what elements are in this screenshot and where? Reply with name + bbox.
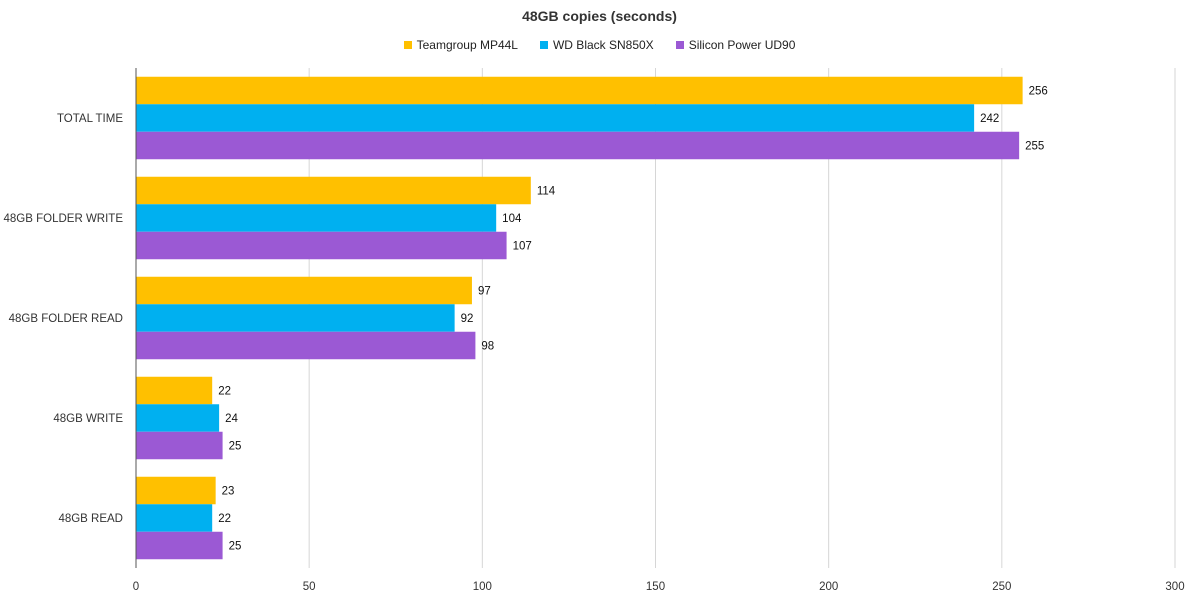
data-label: 107 [513, 241, 532, 253]
x-tick-label: 200 [819, 581, 838, 593]
legend-label: Teamgroup MP44L [416, 38, 518, 52]
data-label: 22 [218, 386, 231, 398]
data-label: 104 [502, 213, 522, 225]
x-tick-label: 300 [1165, 581, 1184, 593]
data-label: 256 [1029, 86, 1048, 98]
x-tick-label: 0 [133, 581, 139, 593]
x-tick-label: 50 [303, 581, 316, 593]
data-label: 114 [537, 186, 556, 198]
data-label: 255 [1025, 141, 1044, 153]
data-label: 92 [461, 313, 474, 325]
bar [136, 404, 220, 432]
data-label: 97 [478, 286, 491, 298]
bar [136, 104, 975, 132]
bar [136, 504, 213, 532]
data-label: 23 [222, 486, 235, 498]
legend-item: Silicon Power UD90 [675, 38, 796, 52]
bar [136, 304, 455, 332]
x-tick-label: 250 [992, 581, 1011, 593]
bar [136, 176, 531, 205]
legend-swatch [539, 41, 548, 49]
data-label: 25 [229, 541, 242, 553]
data-label: 242 [980, 113, 999, 125]
data-label: 98 [481, 341, 494, 353]
bar [136, 231, 507, 260]
bar [136, 476, 216, 505]
bar [136, 131, 1020, 160]
category-label: 48GB FOLDER WRITE [4, 213, 124, 225]
x-tick-label: 150 [646, 581, 665, 593]
category-label: 48GB FOLDER READ [9, 313, 123, 325]
bar [136, 431, 223, 460]
bar [136, 376, 213, 405]
legend-swatch [403, 41, 412, 49]
bar [136, 531, 223, 560]
bar [136, 331, 476, 360]
bar [136, 204, 497, 232]
data-label: 25 [229, 441, 242, 453]
legend-item: Teamgroup MP44L [403, 38, 518, 52]
legend: Teamgroup MP44L WD Black SN850X Silicon … [0, 38, 1199, 52]
x-tick-label: 100 [473, 581, 492, 593]
category-label: 48GB WRITE [53, 413, 123, 425]
chart-title: 48GB copies (seconds) [522, 8, 677, 24]
legend-item: WD Black SN850X [539, 38, 654, 52]
category-label: 48GB READ [58, 513, 123, 525]
bar [136, 276, 472, 305]
data-label: 22 [218, 513, 231, 525]
bar [136, 76, 1023, 105]
legend-label: Silicon Power UD90 [688, 38, 796, 52]
legend-swatch [675, 41, 684, 49]
category-label: TOTAL TIME [57, 113, 123, 125]
legend-label: WD Black SN850X [552, 38, 654, 52]
data-label: 24 [225, 413, 238, 425]
